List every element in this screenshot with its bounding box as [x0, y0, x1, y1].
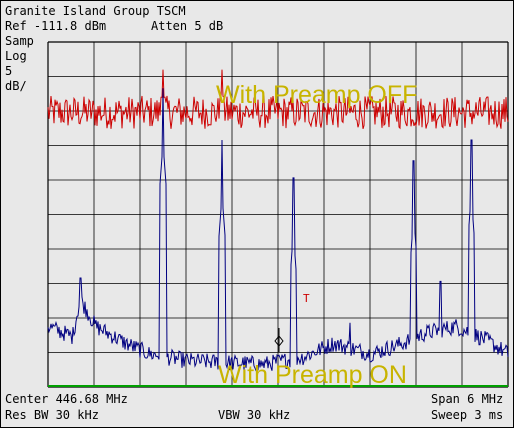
screen-title: Granite Island Group TSCM — [5, 4, 186, 18]
annotation-preamp-off: With Preamp OFF — [216, 81, 417, 109]
reference-level: Ref -111.8 dBm — [5, 19, 107, 33]
scale-value: 5 — [5, 64, 13, 78]
span: Span 6 MHz — [431, 392, 504, 406]
marker-label: T — [303, 292, 310, 305]
sweep-time: Sweep 3 ms — [431, 408, 504, 422]
trace-preamp-on — [47, 88, 509, 372]
detector-mode: Samp — [5, 34, 34, 48]
video-bandwidth: VBW 30 kHz — [218, 408, 291, 422]
resolution-bandwidth: Res BW 30 kHz — [5, 408, 99, 422]
scale-type: Log — [5, 49, 27, 63]
trace-preamp-off — [47, 69, 509, 130]
center-frequency: Center 446.68 MHz — [5, 392, 128, 406]
annotation-preamp-on: With Preamp ON — [218, 361, 407, 389]
scale-unit: dB/ — [5, 79, 27, 93]
attenuation: Atten 5 dB — [151, 19, 224, 33]
